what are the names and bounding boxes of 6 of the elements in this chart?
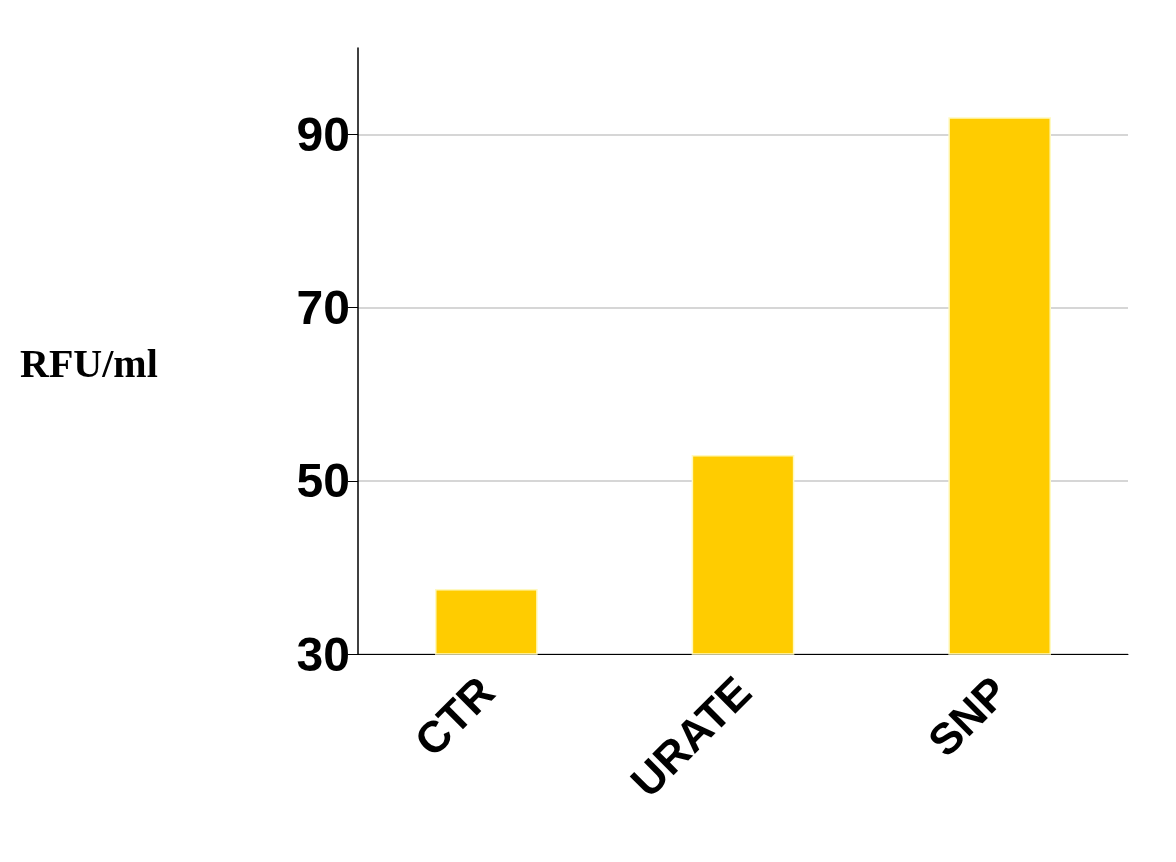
y-tick-label: 70: [296, 281, 350, 335]
y-axis-title: RFU/ml: [20, 340, 158, 386]
y-tick-label: 90: [296, 108, 350, 162]
y-tick-label: 30: [296, 627, 350, 681]
y-tick-label: 50: [296, 454, 350, 508]
x-tick-label: CTR: [405, 666, 504, 766]
